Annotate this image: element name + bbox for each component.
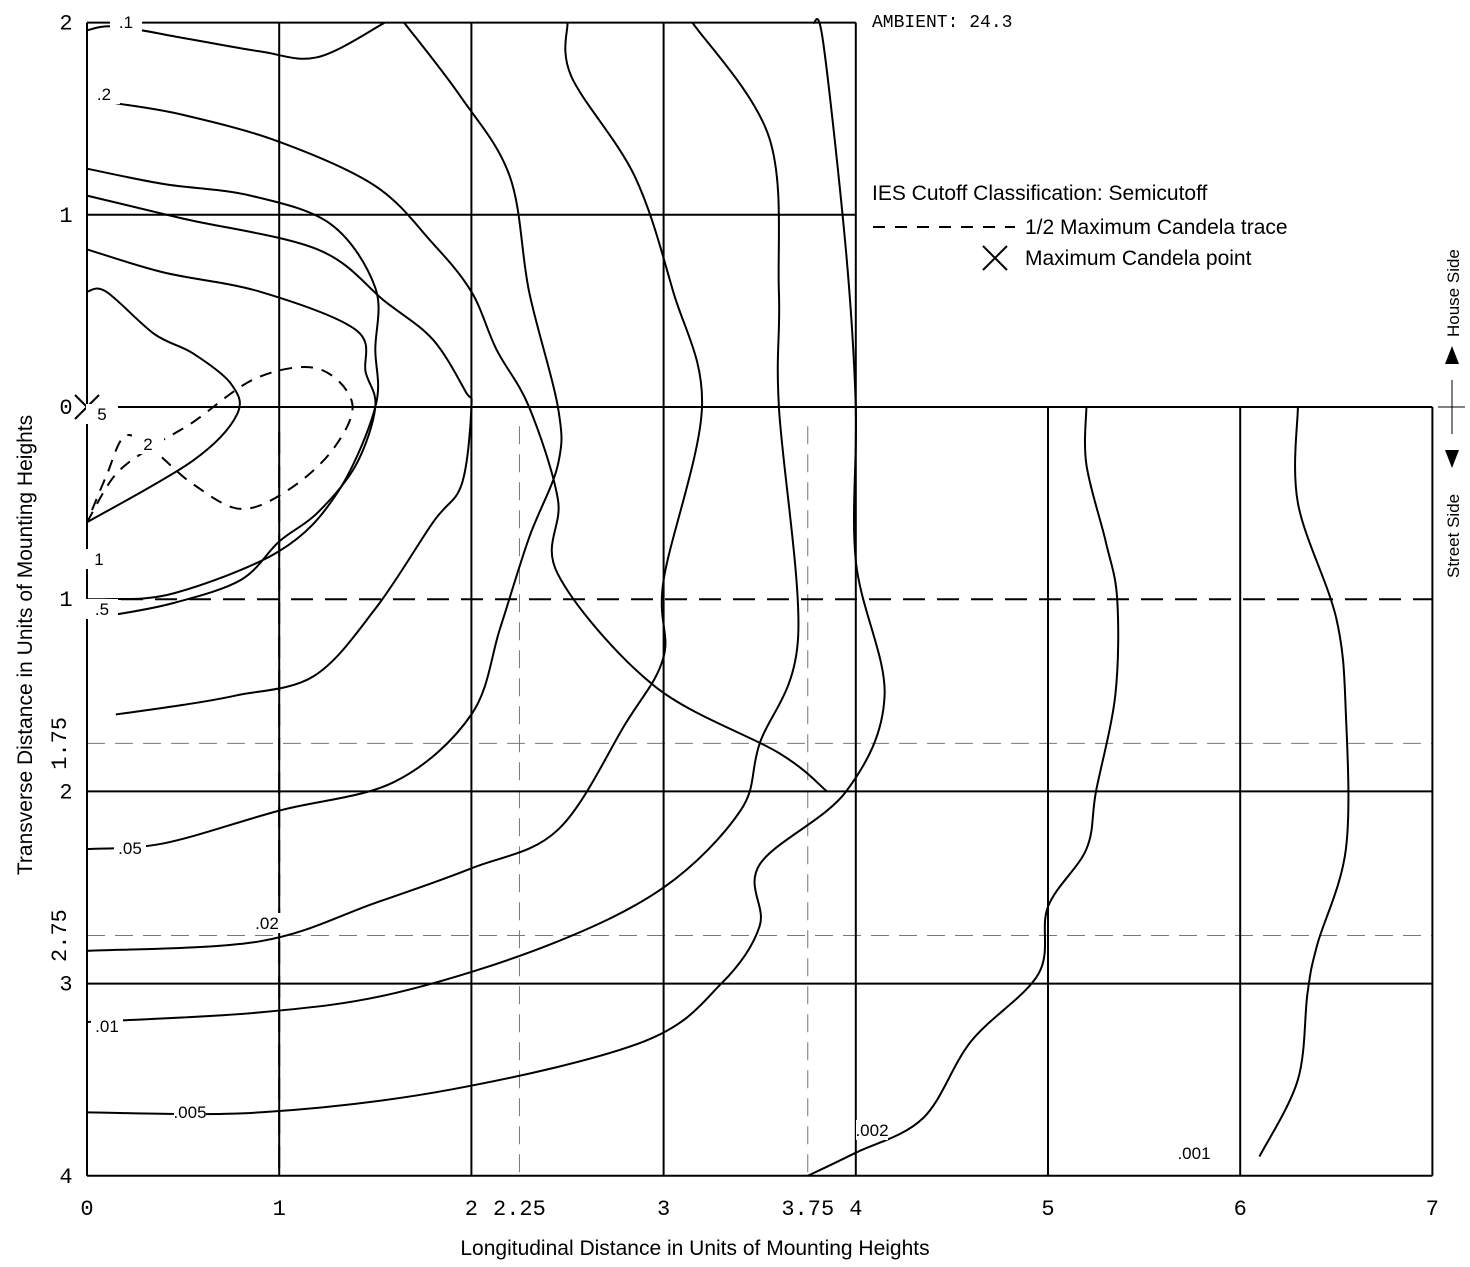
- x-tick-label: 2: [465, 1197, 478, 1222]
- contour-label: 2: [143, 435, 152, 454]
- contour-label-bg: [91, 1016, 123, 1036]
- x-tick-label: 5: [1041, 1197, 1054, 1222]
- y-tick-label: 2: [59, 780, 72, 805]
- arrow-up-icon: [1445, 346, 1459, 364]
- x-tick-label: 3: [657, 1197, 670, 1222]
- max-candela-x-icon: [982, 245, 1008, 271]
- contour-lines: [74, 18, 1350, 1177]
- contour-line: [1258, 406, 1350, 1158]
- contour-label: .002: [855, 1121, 888, 1140]
- x-tick-label: 7: [1426, 1197, 1439, 1222]
- contour-label: .5: [95, 600, 109, 619]
- contour-label: .05: [118, 839, 142, 858]
- contour-label: .2: [97, 85, 111, 104]
- contour-line: [86, 248, 377, 616]
- contour-label: .01: [95, 1017, 119, 1036]
- y-axis-label: Transverse Distance in Units of Mounting…: [14, 415, 37, 875]
- x-axis-label: Longitudinal Distance in Units of Mounti…: [460, 1237, 929, 1260]
- contour-label-bg: [83, 549, 115, 569]
- contour-label-bg: [114, 838, 146, 858]
- contour-label-bg: [110, 12, 142, 32]
- legend-half-max-trace: 1/2 Maximum Candela trace: [1025, 216, 1288, 239]
- y-tick-label: 1.75: [48, 717, 73, 770]
- contour-line: [86, 22, 800, 1023]
- y-tick-label: 0: [59, 396, 72, 421]
- contour-label: .1: [119, 13, 133, 32]
- y-tick-label: 4: [59, 1165, 72, 1190]
- contour-label-bg: [174, 1102, 206, 1122]
- contour-label-bg: [856, 1120, 888, 1140]
- contour-label-bg: [132, 434, 164, 454]
- legend-cutoff-classification: IES Cutoff Classification: Semicutoff: [872, 182, 1208, 205]
- contour-label-bg: [88, 84, 120, 104]
- x-tick-label: 1: [273, 1197, 286, 1222]
- contour-line: [86, 194, 473, 716]
- contour-line: [86, 18, 886, 1116]
- y-tick-label: 2.75: [48, 909, 73, 962]
- contour-label: .001: [1177, 1144, 1210, 1163]
- plot-grid: [86, 21, 1434, 1177]
- contour-line: [807, 406, 1120, 1177]
- contour-line: [115, 102, 828, 793]
- house-street-side-indicator: House Side Street Side: [1438, 249, 1465, 578]
- ambient-text: AMBIENT: 24.3: [872, 13, 1012, 33]
- y-tick-label: 1: [59, 588, 72, 613]
- contour-label: .02: [255, 914, 279, 933]
- contour-line: [86, 167, 380, 601]
- y-tick-label: 2: [59, 12, 72, 37]
- contour-label: 5: [97, 405, 106, 424]
- contour-label: 1: [94, 550, 103, 569]
- legend: IES Cutoff Classification: Semicutoff 1/…: [872, 182, 1288, 271]
- y-tick-label: 3: [59, 973, 72, 998]
- contour-label: .005: [173, 1103, 206, 1122]
- x-tick-label: 6: [1234, 1197, 1247, 1222]
- contour-line: [86, 22, 704, 952]
- contour-label-bg: [86, 599, 118, 619]
- arrow-down-icon: [1445, 450, 1459, 468]
- street-side-label: Street Side: [1444, 494, 1463, 578]
- x-tick-label: 0: [80, 1197, 93, 1222]
- x-tick-label: 2.25: [493, 1197, 546, 1222]
- house-side-label: House Side: [1444, 249, 1463, 337]
- contour-label-layer: .1 .2 5 2 1 .5 .05 .02 .01 .005 .002 .001: [83, 12, 1211, 1163]
- contour-label-bg: [1178, 1143, 1210, 1163]
- contour-line: [86, 287, 241, 524]
- contour-label-bg: [251, 913, 283, 933]
- contour-label-bg: [86, 404, 118, 424]
- contour-line: [86, 21, 563, 851]
- legend-max-candela-point: Maximum Candela point: [1025, 247, 1252, 270]
- x-tick-label: 3.75: [781, 1197, 834, 1222]
- x-tick-label: 4: [849, 1197, 862, 1222]
- y-tick-label: 1: [59, 204, 72, 229]
